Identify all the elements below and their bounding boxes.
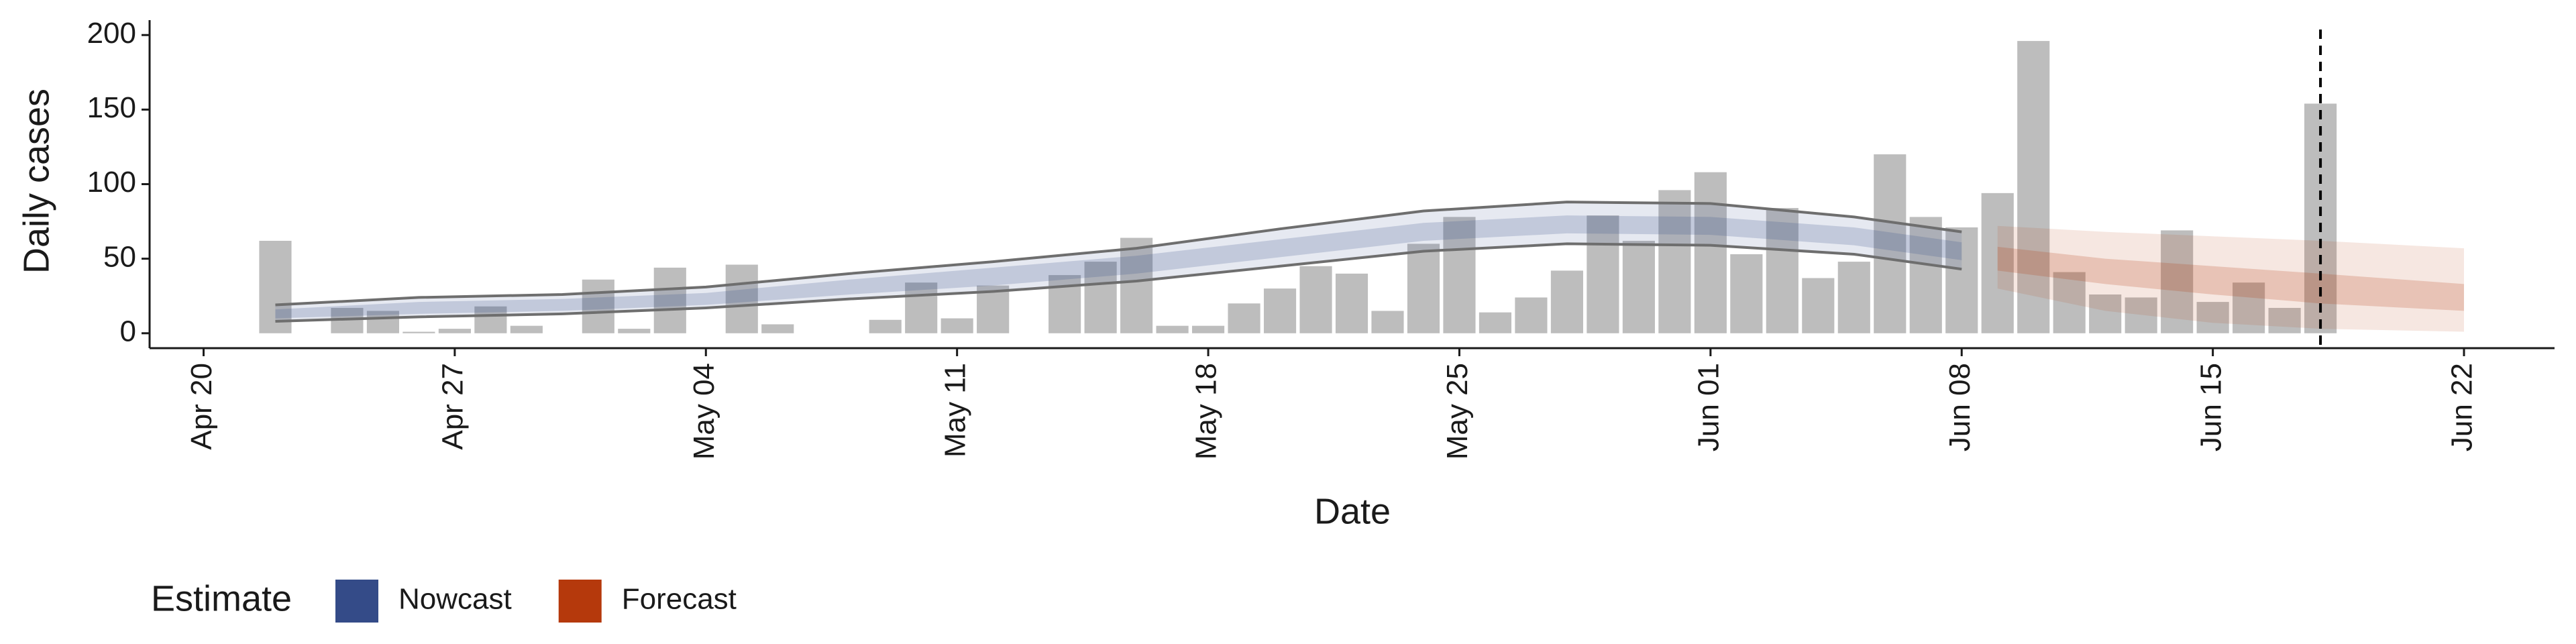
bar [1479, 312, 1512, 333]
bar [2268, 307, 2301, 333]
bar [905, 282, 938, 333]
x-tick-label: May 25 [1441, 363, 1474, 460]
bar [1587, 215, 1619, 333]
bar [941, 318, 973, 333]
y-axis-title: Daily cases [16, 89, 56, 274]
bar [1694, 172, 1727, 333]
x-tick-label: Jun 08 [1943, 363, 1976, 451]
bar [1407, 244, 1440, 333]
bar [1766, 208, 1799, 333]
bar [1874, 154, 1907, 333]
bar [1837, 262, 1870, 333]
bound-line [275, 201, 1962, 307]
legend-title: Estimate [151, 578, 292, 619]
bar [1335, 273, 1368, 333]
x-tick-label: Jun 22 [2446, 363, 2479, 451]
bar [1228, 303, 1260, 333]
y-tick-label: 150 [87, 91, 136, 124]
bar [1263, 288, 1297, 333]
bar [2089, 294, 2122, 333]
x-tick-label: Apr 20 [185, 363, 218, 450]
bar [1515, 297, 1548, 333]
bound-line [275, 242, 1962, 323]
bar [366, 311, 399, 333]
legend-key [558, 580, 602, 623]
bar [653, 267, 686, 333]
bar [2196, 302, 2229, 333]
bar [2017, 41, 2050, 333]
bar [402, 331, 435, 333]
bar [582, 279, 614, 333]
bar [1802, 278, 1835, 333]
bar [725, 264, 758, 333]
x-axis-title: Date [1314, 491, 1391, 531]
bar [1443, 217, 1476, 333]
y-tick-label: 50 [103, 240, 136, 273]
ribbon-90 [1997, 225, 2465, 332]
bar [869, 319, 902, 333]
x-tick-label: May 18 [1190, 363, 1223, 460]
bar [474, 306, 507, 333]
bar [2053, 272, 2086, 333]
bar [2125, 297, 2157, 333]
bar [1371, 311, 1404, 333]
y-tick-label: 200 [87, 17, 136, 50]
ribbon-50 [275, 215, 1962, 319]
legend-label: Nowcast [398, 583, 512, 616]
bar [1299, 266, 1332, 333]
bar [1909, 217, 1942, 333]
bar [259, 240, 292, 333]
bar [761, 324, 794, 333]
ribbon-50 [1997, 246, 2465, 311]
bar [977, 285, 1010, 333]
bar [2233, 282, 2265, 333]
x-tick-label: Apr 27 [437, 363, 470, 450]
bar [1550, 270, 1583, 333]
y-tick-label: 100 [87, 166, 136, 199]
bar [438, 329, 471, 333]
x-tick-label: May 11 [938, 363, 971, 458]
bar [1730, 254, 1763, 333]
bar [2161, 230, 2194, 333]
bar [618, 329, 651, 333]
bar [1622, 240, 1655, 333]
bar [1084, 262, 1117, 333]
legend-key [335, 580, 378, 623]
y-tick-label: 0 [120, 315, 136, 347]
ribbon-90 [275, 202, 1962, 321]
x-tick-label: Jun 15 [2194, 363, 2227, 451]
bar [1945, 227, 1978, 333]
bar [1191, 325, 1225, 333]
bar [1981, 193, 2014, 333]
x-tick-label: Jun 01 [1692, 363, 1725, 451]
legend-label: Forecast [622, 583, 737, 616]
bar [1658, 190, 1691, 333]
bar [1156, 325, 1189, 333]
bar [510, 325, 543, 333]
bar [1120, 237, 1153, 333]
x-tick-label: May 04 [688, 363, 720, 460]
